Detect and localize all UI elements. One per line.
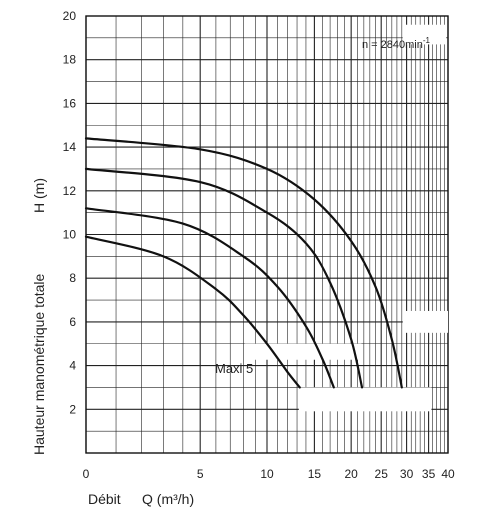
x-tick-label: 0 [83,467,90,481]
y-tick-label: 12 [63,184,77,198]
y-axis-label: Hauteur manométrique totale [31,273,47,455]
y-tick-label: 8 [69,271,76,285]
y-tick-label: 16 [63,96,77,110]
x-axis-label-prefix: Débit [88,491,121,507]
curve-label-mask [244,343,362,360]
curve-4 [84,137,403,389]
grid [85,15,449,454]
speed-note: n = 2840min-1 [362,36,431,51]
y-tick-label: 6 [69,315,76,329]
y-tick-label: 4 [69,359,76,373]
x-tick-label: 40 [441,467,455,481]
x-tick-label: 30 [400,467,414,481]
y-tick-label: 10 [63,228,77,242]
x-tick-label: 35 [422,467,436,481]
curve-3 [84,167,364,389]
x-tick-label: 10 [260,467,274,481]
speed-note-mask [402,24,446,45]
y-tick-label: 20 [63,9,77,23]
curve-2 [84,207,335,389]
x-axis-label: Q (m³/h) [142,491,194,507]
x-tick-label: 15 [308,467,322,481]
right-mask [402,310,448,333]
curve-label-maxi5: Maxi 5 [215,361,253,376]
y-tick-label: 14 [63,140,77,154]
curve-1 [84,235,301,389]
x-tick-label: 5 [197,467,204,481]
lower-mask [298,387,432,412]
grid-masks [244,24,448,412]
y-tick-label: 2 [69,402,76,416]
y-axis-unit: H (m) [31,178,47,213]
plot-frame [85,15,449,454]
x-tick-label: 20 [344,467,358,481]
curves [84,137,403,389]
y-tick-labels: 2 4 6 8 10 12 14 16 18 20 [63,9,77,416]
x-tick-label: 25 [375,467,389,481]
x-tick-labels: 0 5 10 15 20 25 30 35 40 [83,467,455,481]
y-tick-label: 18 [63,53,77,67]
